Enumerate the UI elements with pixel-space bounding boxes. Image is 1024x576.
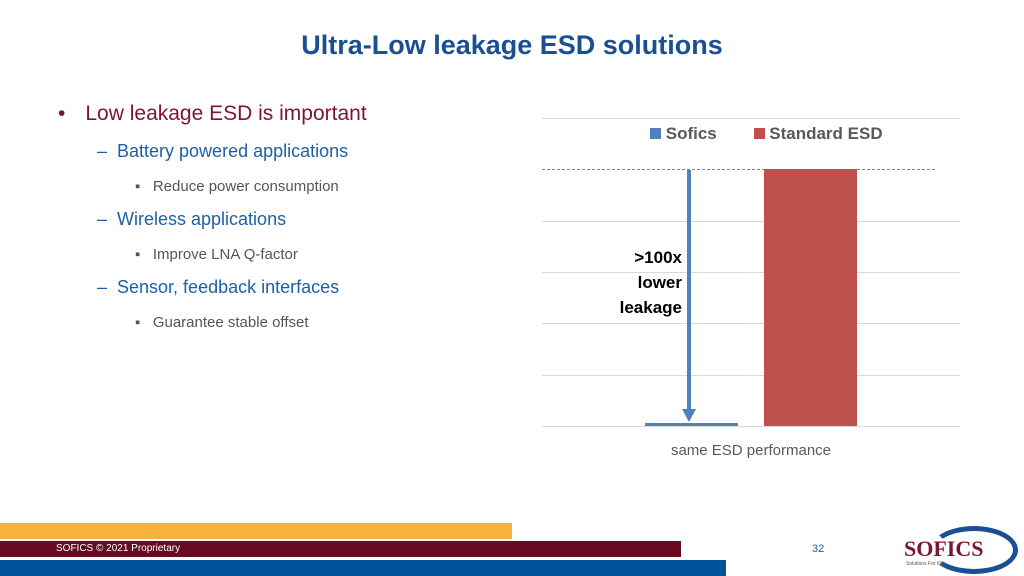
logo-tagline: Solutions For ICs [906,561,945,567]
footer-stripe-blue [0,560,726,576]
gridline [542,426,960,427]
legend-swatch-standard [753,128,765,139]
reference-line [542,169,935,170]
bullet-item-text: Wireless applications [117,209,287,229]
annotation-line: >100x [634,248,682,267]
annotation: >100x lower leakage [592,245,682,320]
x-axis-label: same ESD performance [670,442,832,459]
sub-bullet: ▪ Improve LNA Q-factor [135,246,298,263]
annotation-line: lower [637,273,682,292]
copyright: SOFICS © 2021 Proprietary [56,543,181,554]
leakage-chart: Sofics Standard ESD >100x lower leakage … [542,110,960,460]
bullet-item: – Wireless applications [97,209,287,229]
bullet-item-text: Sensor, feedback interfaces [117,277,340,297]
legend-label-standard: Standard ESD [769,124,883,143]
sub-bullet-text: Guarantee stable offset [152,314,309,331]
legend-label-sofics: Sofics [665,124,717,143]
bar-sofics [645,423,738,426]
bullet-item: – Battery powered applications [97,141,349,161]
footer-stripe-maroon: SOFICS © 2021 Proprietary [0,541,681,557]
page-number: 32 [812,543,825,555]
arrow-shaft [687,170,691,410]
sub-bullet-text: Improve LNA Q-factor [152,246,298,263]
legend-swatch-sofics [650,128,661,139]
bullet-item: – Sensor, feedback interfaces [97,277,340,297]
gridline [542,323,960,325]
gridline [542,220,960,222]
gridline [542,374,960,376]
footer-stripe-orange [0,523,512,539]
bullet-main: • Low leakage ESD is important [58,102,367,125]
slide-title: Ultra-Low leakage ESD solutions [301,30,723,60]
logo-text: SOFICS [904,536,984,561]
sofics-logo: SOFICS Solutions For ICs [900,526,1020,574]
bar-standard-esd [764,169,857,426]
sub-bullet-text: Reduce power consumption [152,178,339,195]
bullet-main-text: Low leakage ESD is important [85,102,367,125]
gridline [542,118,960,119]
bullet-item-text: Battery powered applications [117,141,349,161]
arrow-down-icon [682,409,696,422]
annotation-line: leakage [619,298,682,317]
gridline [542,272,960,273]
sub-bullet: ▪ Reduce power consumption [135,178,339,195]
chart-legend: Sofics Standard ESD [650,124,883,144]
sub-bullet: ▪ Guarantee stable offset [135,314,309,331]
